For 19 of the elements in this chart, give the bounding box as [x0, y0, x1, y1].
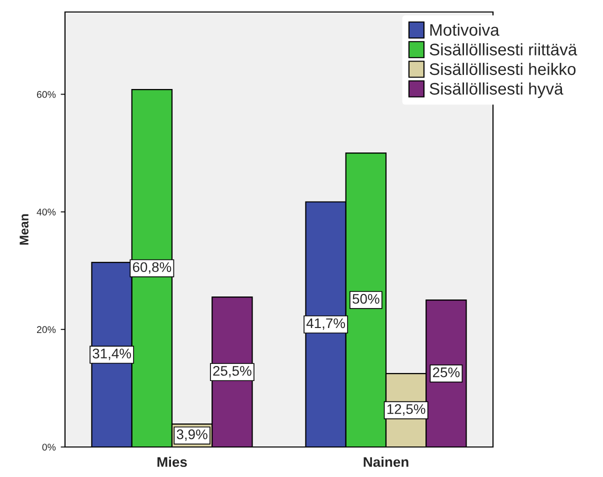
data-label: 25% [432, 367, 460, 378]
data-label: 25,5% [213, 366, 252, 378]
y-tick-label: 0% [42, 444, 56, 451]
data-label: 60,8% [132, 262, 172, 274]
y-tick-label: 20% [37, 326, 56, 334]
legend-label: Motivoiva [430, 24, 500, 36]
legend-label: Sisällöllisesti heikko [430, 62, 576, 76]
x-tick-label: Mies [157, 456, 187, 467]
y-tick-label: 40% [36, 208, 56, 216]
data-label: 50% [352, 294, 380, 304]
x-tick-label: Nainen [364, 456, 408, 467]
data-label: 41,7% [306, 318, 346, 330]
data-label: 12,5% [387, 404, 426, 416]
data-label: 3,9% [176, 429, 208, 441]
y-axis-title: Mean [20, 214, 28, 245]
data-label: 31,4% [92, 348, 132, 360]
y-tick-label: 60% [37, 91, 56, 98]
legend-label: Sisällöllisesti hyvä [430, 82, 564, 98]
legend-label: Sisällöllisesti riittävä [430, 43, 578, 56]
